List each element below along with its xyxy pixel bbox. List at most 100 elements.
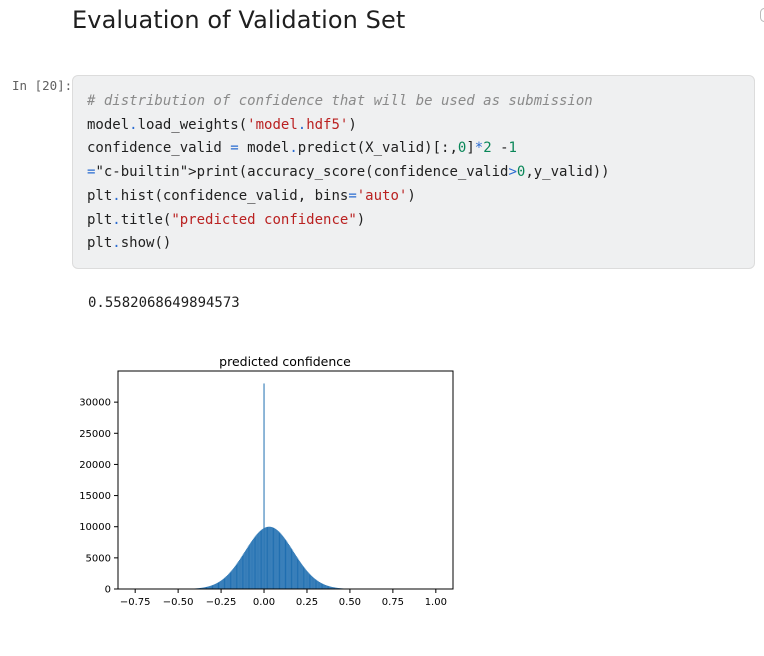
- histogram-bar: [276, 530, 278, 589]
- histogram-bar: [209, 585, 211, 589]
- histogram-bar: [237, 562, 239, 589]
- histogram-bar: [246, 547, 248, 589]
- histogram-bar: [220, 580, 222, 589]
- histogram-bar: [200, 587, 202, 589]
- histogram-bar: [336, 587, 338, 589]
- histogram-bar: [221, 579, 223, 589]
- histogram-bar: [315, 579, 317, 589]
- histogram-bar: [242, 554, 244, 589]
- histogram-bar: [258, 531, 260, 589]
- histogram-bar: [309, 574, 311, 589]
- histogram-bar: [224, 577, 226, 589]
- histogram-bar: [281, 534, 283, 589]
- histogram-bar: [300, 563, 302, 589]
- histogram-bar: [283, 537, 285, 589]
- y-tick-label: 0: [105, 585, 111, 596]
- x-tick-label: 1.00: [425, 597, 447, 608]
- histogram-bar: [330, 586, 332, 589]
- code-block[interactable]: # distribution of confidence that will b…: [87, 90, 610, 256]
- histogram-bar: [250, 542, 252, 589]
- code-line-4: ="c-builtin">print(accuracy_score(confid…: [87, 164, 610, 181]
- histogram-bar: [204, 587, 206, 589]
- histogram-bar: [299, 561, 301, 589]
- histogram-bar: [225, 576, 227, 589]
- histogram-bar: [285, 540, 287, 589]
- histogram-bar: [216, 582, 218, 589]
- histogram-bar: [295, 555, 297, 589]
- histogram-bar: [270, 526, 271, 589]
- histogram-bar: [310, 575, 312, 589]
- chart-axes: −0.75 −0.50 −0.25 0.00 0.25 0.50 0.75 1.00 0 5000…: [80, 370, 454, 608]
- histogram-bar: [212, 584, 214, 589]
- histogram-bar: [235, 564, 237, 589]
- code-cell[interactable]: # distribution of confidence that will b…: [72, 75, 755, 269]
- histogram-bar: [320, 582, 322, 589]
- histogram-bar: [252, 538, 254, 589]
- histogram-bar: [219, 581, 221, 589]
- histogram-bar: [301, 564, 303, 589]
- histogram-bar: [253, 537, 255, 589]
- histogram-bar: [298, 559, 300, 589]
- histogram-bar: [240, 557, 242, 589]
- histogram-bar: [271, 527, 273, 589]
- histogram-bar: [218, 581, 220, 589]
- histogram-bar: [234, 565, 236, 589]
- histogram-bar: [312, 577, 314, 589]
- histogram-bar: [228, 573, 230, 589]
- histogram-bar: [333, 587, 335, 589]
- histogram-bar: [270, 526, 272, 589]
- histogram-bar: [284, 538, 286, 589]
- histogram-bar: [275, 528, 277, 589]
- histogram-bar: [239, 558, 241, 589]
- histogram-bars: [184, 383, 355, 589]
- histogram-bar: [248, 545, 250, 589]
- histogram-bar: [217, 582, 219, 589]
- y-tick-label: 25000: [80, 429, 111, 440]
- y-tick-label: 15000: [80, 491, 111, 502]
- histogram-bar: [292, 550, 294, 589]
- histogram-bar: [290, 547, 292, 589]
- histogram-bar: [267, 526, 269, 589]
- histogram-bar: [287, 542, 289, 589]
- histogram-bar: [255, 535, 257, 589]
- histogram-bar: [288, 543, 289, 589]
- histogram-bar: [249, 543, 251, 589]
- histogram-bar: [326, 585, 328, 589]
- code-line-7: plt.show(): [87, 235, 172, 252]
- histogram-bar: [337, 587, 338, 589]
- histogram-bar: [332, 587, 334, 589]
- histogram-bar: [227, 574, 229, 589]
- code-line-1: # distribution of confidence that will b…: [87, 93, 593, 109]
- histogram-bar: [282, 536, 284, 589]
- histogram-bar: [221, 580, 222, 589]
- histogram-bar: [259, 530, 261, 589]
- code-line-2: model.load_weights('model.hdf5'): [87, 116, 357, 133]
- histogram-bar: [206, 586, 208, 589]
- histogram-bar: [265, 527, 267, 589]
- histogram-bar: [308, 573, 310, 589]
- histogram-bar: [222, 578, 224, 589]
- code-line-6: plt.title("predicted confidence"): [87, 211, 366, 228]
- histogram-bar: [252, 540, 253, 589]
- histogram-bar: [313, 578, 315, 589]
- histogram-bar: [233, 567, 235, 589]
- plot-frame: [117, 370, 454, 590]
- histogram-bar: [227, 575, 228, 589]
- histogram-bar: [268, 526, 270, 589]
- histogram-bar: [264, 527, 266, 589]
- x-tick-label: −0.50: [163, 597, 194, 608]
- x-tick-label: 0.75: [382, 597, 404, 608]
- histogram-bar: [331, 586, 332, 589]
- histogram-bar: [328, 586, 330, 589]
- histogram-bar: [316, 580, 318, 589]
- histogram-bar: [319, 582, 321, 589]
- x-tick-label: 0.00: [253, 597, 275, 608]
- histogram-bar: [208, 586, 210, 589]
- histogram-bar: [302, 565, 304, 589]
- histogram-bar: [245, 550, 246, 589]
- histogram-bar: [261, 529, 263, 589]
- histogram-bar: [254, 536, 256, 589]
- histogram-bar: [239, 559, 240, 589]
- histogram-bar: [258, 532, 259, 589]
- code-line-3: confidence_valid = model.predict(X_valid…: [87, 140, 517, 157]
